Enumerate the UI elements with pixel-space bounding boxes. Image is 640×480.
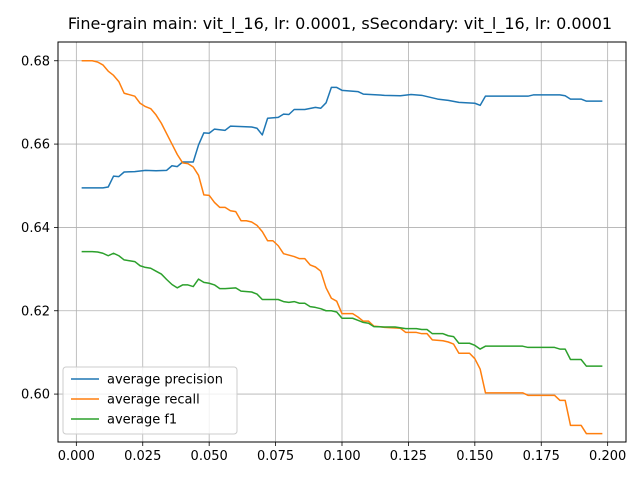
x-tick-label: 0.100 [323, 449, 360, 464]
y-tick-label: 0.60 [21, 388, 50, 403]
x-tick-label: 0.050 [191, 449, 228, 464]
y-tick-label: 0.64 [21, 221, 50, 236]
x-tick-label: 0.175 [523, 449, 560, 464]
legend-label: average precision [107, 373, 223, 388]
legend-box [62, 366, 238, 435]
x-tick-label: 0.075 [257, 449, 294, 464]
x-tick-label: 0.000 [58, 449, 95, 464]
y-tick-label: 0.66 [21, 138, 50, 153]
series-line-average-f1 [81, 250, 603, 367]
legend: average precision average recall average f… [62, 366, 238, 435]
series-lines [81, 60, 603, 435]
x-tick-label: 0.025 [124, 449, 161, 464]
axis-ticks: 0.000 0.025 0.050 0.075 0.100 0.125 0.150 0.175… [21, 54, 626, 464]
x-tick-label: 0.150 [456, 449, 493, 464]
legend-label: average f1 [107, 413, 177, 428]
series-line-average-recall [81, 60, 603, 435]
chart-title: Fine-grain main: vit_l_16, lr: 0.0001, s… [68, 14, 612, 34]
y-tick-label: 0.68 [21, 54, 50, 69]
grid [58, 42, 626, 442]
series-line-average-precision [81, 86, 603, 189]
x-tick-label: 0.200 [589, 449, 626, 464]
x-tick-label: 0.125 [390, 449, 427, 464]
legend-label: average recall [107, 393, 200, 408]
y-tick-label: 0.62 [21, 304, 50, 319]
